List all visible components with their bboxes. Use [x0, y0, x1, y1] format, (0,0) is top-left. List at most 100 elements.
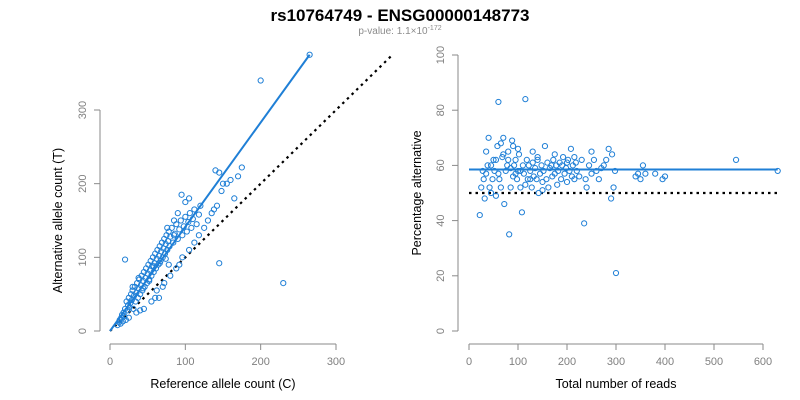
panel-2-data-point: [608, 151, 616, 158]
panel-1-data-point: [159, 283, 166, 290]
panel-2-data-point: [608, 195, 615, 202]
panel-2-data-point: [578, 156, 585, 163]
panel-2-data-point: [566, 167, 573, 175]
panel-2-y-tick-label: 0: [435, 328, 447, 334]
panel-1-reference-line: [109, 53, 394, 332]
panel-2-data-point: [561, 170, 568, 177]
panel-2-data-point: [536, 170, 544, 177]
panel-2-data-point: [501, 200, 508, 208]
panel-2-data-point: [545, 184, 552, 191]
panel-2-data-point: [478, 184, 485, 191]
panel-2-data-point: [520, 170, 527, 177]
panel-2-data-point: [489, 176, 496, 183]
panel-2-data-point: [497, 184, 504, 191]
panel-1-data-point: [176, 226, 183, 233]
panel-1-data-point: [306, 51, 313, 58]
panel-2-data-point: [481, 195, 488, 202]
panel-2-data-point: [590, 156, 598, 163]
panel-2-data-point: [527, 176, 534, 183]
panel-2-x-tick-label: 200: [558, 356, 576, 368]
panel-2-y-tick-label: 60: [435, 159, 447, 171]
panel-1-data-point: [218, 187, 225, 195]
panel-1-data-point: [176, 261, 183, 268]
panel-1-data-point: [161, 280, 168, 287]
panel-2-data-point: [559, 154, 567, 161]
panel-2-x-tick-label: 500: [705, 356, 723, 368]
panel-2-data-point: [507, 165, 514, 172]
panel-2-x-axis-title: Total number of reads: [556, 377, 677, 391]
panel-2-data-point: [517, 184, 524, 191]
panel-1-data-point: [197, 202, 204, 209]
panel-2-data-point: [512, 156, 519, 163]
panel-1-data-point: [146, 277, 153, 285]
panel-2-data-point: [524, 176, 531, 183]
panel-1-data-point: [167, 233, 174, 240]
panel-2-data-point: [611, 167, 619, 175]
panel-2-data-point: [504, 162, 511, 169]
panel-1-data-point: [164, 224, 171, 231]
panel-1-data-point: [156, 260, 163, 267]
panel-2-data-point: [639, 162, 647, 169]
panel-1-data-point: [195, 232, 202, 239]
panel-1-y-tick-label: 100: [77, 248, 89, 266]
panel-2-data-point: [487, 162, 495, 169]
panel-2-data-point: [509, 142, 517, 150]
panel-2-data-point: [506, 231, 513, 238]
panel-2-data-point: [571, 176, 578, 183]
panel-2-data-point: [505, 148, 512, 155]
panel-1-data-point: [126, 304, 133, 311]
panel-1-data-point: [186, 195, 193, 202]
panel-1-data-point: [201, 224, 208, 231]
panel-1-data-point: [216, 260, 223, 267]
panel-2-data-point: [492, 192, 500, 199]
panel-2-data-point: [538, 162, 545, 169]
panel-1-data-point: [170, 232, 178, 239]
panel-2-data-point: [496, 176, 503, 183]
panel-2-data-point: [610, 184, 617, 191]
panel-2-data-point: [539, 187, 546, 194]
panel-2-data-point: [486, 184, 493, 191]
panel-2-data-point: [551, 151, 558, 158]
panel-2-data-point: [485, 134, 492, 141]
panel-1-data-point: [210, 206, 218, 213]
panel-2-data-point: [500, 151, 507, 158]
panel-2-data-point: [637, 176, 644, 183]
panel-2-data-point: [581, 220, 588, 227]
panel-2-data-point: [583, 184, 590, 191]
panel-1-data-point: [195, 211, 202, 218]
panel-1-data-point: [177, 217, 184, 224]
panel-2-data-point: [634, 170, 642, 177]
panel-2-data-point: [550, 156, 557, 163]
panel-2-data-point: [514, 145, 522, 152]
panel-1-data-point: [148, 298, 155, 305]
panel-1-data-point: [179, 232, 186, 239]
panel-2-x-tick-label: 100: [509, 356, 527, 368]
panel-2-data-point: [519, 162, 527, 169]
percentage-alternative-scatter-panel: 0 100 200 300 400 500 600 0 20 40 60 80 100 Total num…: [410, 46, 781, 391]
panel-1-x-tick-label: 0: [107, 356, 113, 368]
panel-1-data-point: [180, 223, 187, 230]
panel-2-x-tick-label: 400: [656, 356, 674, 368]
panel-2-data-point: [483, 148, 490, 155]
panel-1-data-point: [140, 305, 147, 312]
panel-1-data-point: [133, 309, 140, 316]
panel-2-data-point: [554, 181, 561, 188]
panel-1-data-point: [150, 263, 157, 270]
panel-2-data-point: [593, 167, 600, 175]
panel-2-data-point: [515, 151, 523, 158]
panel-2-data-point: [483, 170, 490, 177]
panel-1-data-point: [121, 256, 129, 263]
panel-2-data-point: [612, 269, 620, 277]
panel-2-data-point: [588, 148, 595, 155]
panel-1-data-point: [155, 294, 163, 301]
panel-2-data-point: [529, 159, 536, 166]
chart-title: rs10764749 - ENSG00000148773: [271, 6, 530, 25]
panel-2-data-point: [605, 145, 612, 152]
panel-2-data-point: [732, 156, 740, 163]
panel-2-x-tick-label: 600: [754, 356, 772, 368]
panel-1-data-point: [231, 195, 238, 202]
panel-2-data-point: [512, 170, 519, 177]
panel-1-data-point: [174, 210, 181, 217]
panel-1-data-point: [183, 228, 190, 235]
panel-2-data-point: [487, 189, 495, 197]
